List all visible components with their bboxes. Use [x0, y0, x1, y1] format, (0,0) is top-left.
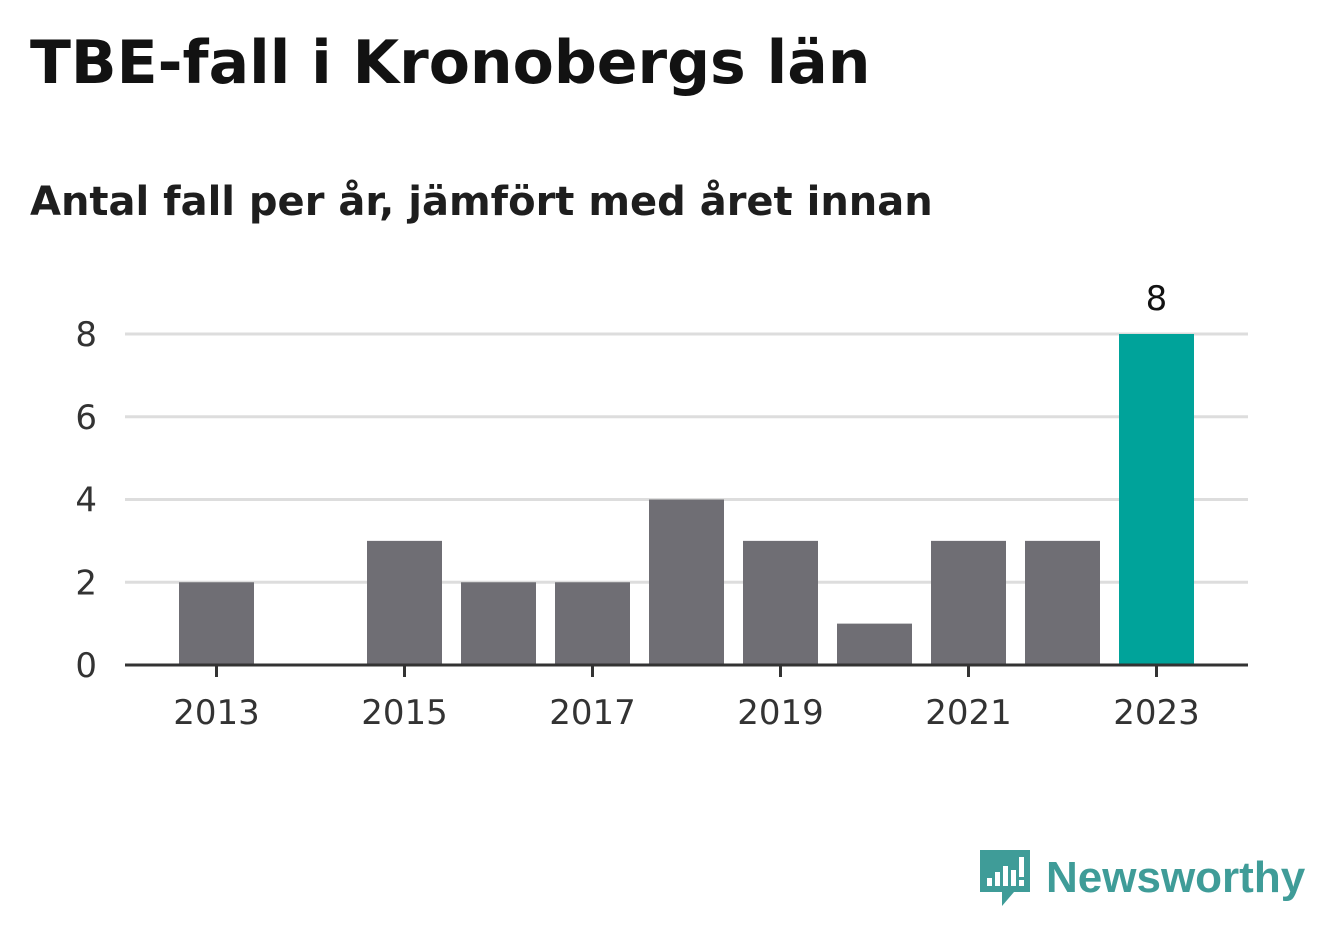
bar-2013 — [179, 582, 254, 665]
labels: 0 2 4 6 8 2013 2015 2017 2019 2021 2023 8 — [75, 279, 1199, 733]
bar-2017 — [555, 582, 630, 665]
x-tick-label: 2013 — [173, 693, 260, 733]
x-tick-label: 2017 — [549, 693, 636, 733]
x-tick-label: 2019 — [737, 693, 824, 733]
y-tick-label: 4 — [75, 481, 97, 521]
x-tick-label: 2023 — [1113, 693, 1200, 733]
newsworthy-logo-icon — [980, 850, 1030, 906]
x-tick-label: 2021 — [925, 693, 1012, 733]
bar-2016 — [461, 582, 536, 665]
y-tick-label: 0 — [75, 646, 97, 686]
bar-2022 — [1025, 540, 1100, 665]
bar-2018 — [649, 499, 724, 665]
y-tick-label: 2 — [75, 563, 97, 603]
bar-2020 — [837, 623, 912, 665]
y-tick-label: 6 — [75, 398, 97, 438]
bars — [179, 334, 1194, 665]
brand-name: Newsworthy — [1046, 853, 1306, 902]
bar-2019 — [743, 540, 818, 665]
bar-2015 — [367, 540, 442, 665]
y-tick-label: 8 — [75, 315, 97, 355]
x-tick-label: 2015 — [361, 693, 448, 733]
x-axis — [125, 663, 1248, 677]
brand-logo: Newsworthy — [980, 848, 1305, 908]
chart-title: TBE-fall i Kronobergs län — [30, 28, 871, 98]
chart-subtitle: Antal fall per år, jämfört med året inna… — [30, 179, 933, 225]
data-label-2023: 8 — [1146, 279, 1168, 319]
bar-2023 — [1119, 334, 1194, 665]
bar-2021 — [931, 540, 1006, 665]
